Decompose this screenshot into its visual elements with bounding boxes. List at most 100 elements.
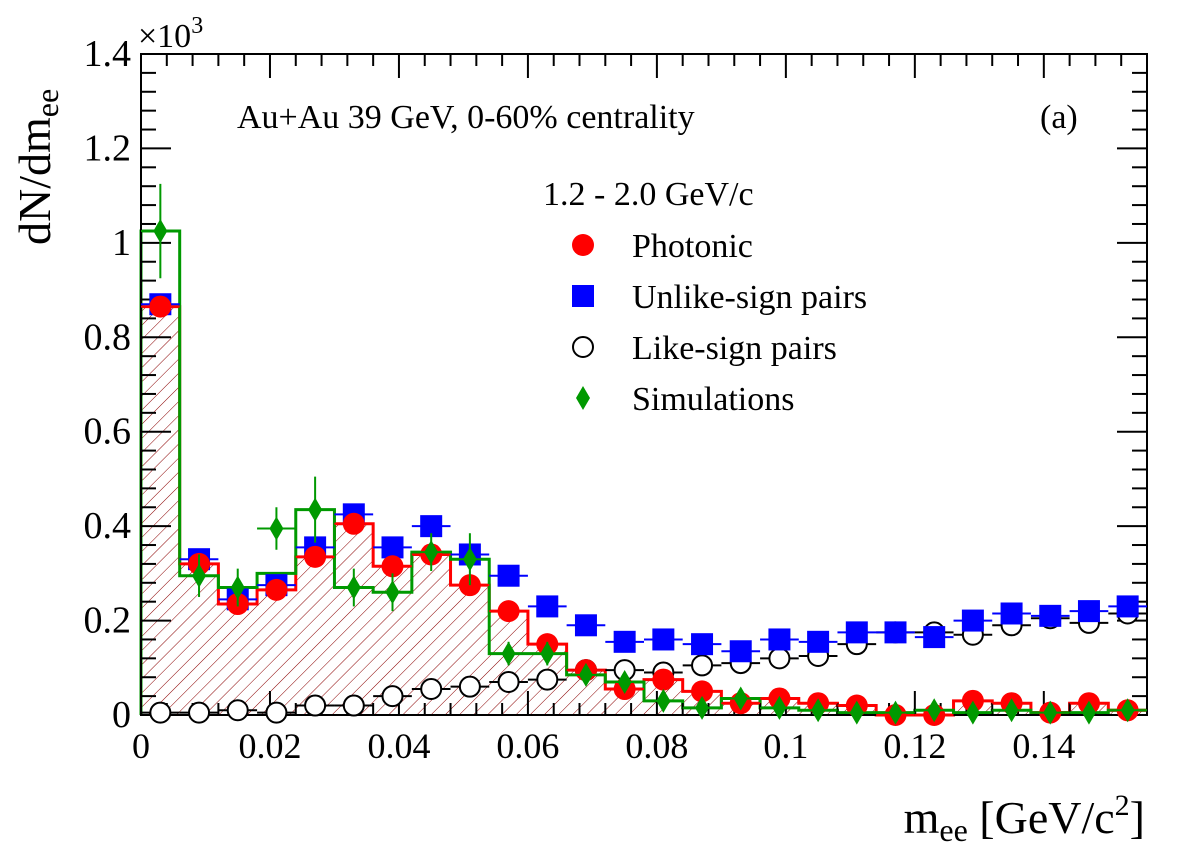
x-tick-label: 0.1 xyxy=(763,726,808,766)
unlike-sign-pairs-point xyxy=(729,640,752,663)
legend-marker-unlike-sign-pairs xyxy=(572,285,594,307)
simulations-point xyxy=(695,695,710,720)
legend-label-simulations: Simulations xyxy=(632,381,794,418)
like-sign-pairs-point xyxy=(536,668,559,691)
unlike-sign-pairs-point xyxy=(923,626,946,649)
simulations-point xyxy=(540,641,555,666)
x-tick-label: 0.12 xyxy=(883,726,946,766)
x-tick-label: 0.04 xyxy=(367,726,430,766)
like-sign-pairs-point xyxy=(691,654,714,677)
chart-title: Au+Au 39 GeV, 0-60% centrality xyxy=(237,99,695,136)
simulations-point xyxy=(656,688,671,713)
simulations-point xyxy=(1120,698,1135,723)
y-tick-label: 0.2 xyxy=(84,600,132,642)
photonic-point xyxy=(652,668,675,691)
like-sign-pairs-point xyxy=(458,675,481,698)
unlike-sign-pairs-point xyxy=(845,621,868,644)
photonic-point xyxy=(265,578,288,601)
y-multiplier: ×103 xyxy=(138,13,203,55)
unlike-sign-pairs-point xyxy=(691,633,714,656)
photonic-point xyxy=(691,680,714,703)
y-tick-label: 0 xyxy=(112,694,131,736)
legend-marker-simulations xyxy=(576,386,590,410)
unlike-sign-pairs-point xyxy=(420,515,443,538)
x-tick-label: 0 xyxy=(132,726,150,766)
like-sign-pairs-point xyxy=(381,685,404,708)
simulations-point xyxy=(772,695,787,720)
photonic-point xyxy=(381,555,404,578)
simulations-point xyxy=(1043,700,1058,725)
y-tick-label: 1 xyxy=(112,222,131,264)
photonic-step-fill xyxy=(141,306,1147,715)
simulations-point xyxy=(927,698,942,723)
legend-label-photonic: Photonic xyxy=(632,228,753,265)
x-tick-label: 0.06 xyxy=(496,726,559,766)
simulations-point xyxy=(192,563,207,588)
unlike-sign-pairs-point xyxy=(1116,595,1139,618)
unlike-sign-pairs-point xyxy=(807,630,830,653)
legend-label-like-sign-pairs: Like-sign pairs xyxy=(632,330,837,367)
unlike-sign-pairs-point xyxy=(961,609,984,632)
simulations-point xyxy=(385,580,400,605)
simulations-point xyxy=(501,641,516,666)
simulations-point xyxy=(811,698,826,723)
data-points-layer xyxy=(141,183,1147,726)
legend-marker-photonic xyxy=(572,234,594,256)
unlike-sign-pairs-point xyxy=(884,621,907,644)
like-sign-pairs-point xyxy=(497,670,520,693)
y-multiplier-exp: 3 xyxy=(191,13,203,39)
y-tick-label: 1.2 xyxy=(84,127,132,169)
x-tick-label: 0.14 xyxy=(1012,726,1075,766)
simulations-point xyxy=(230,575,245,600)
like-sign-pairs-point xyxy=(188,701,211,724)
simulations-point xyxy=(1081,700,1096,725)
like-sign-pairs-point xyxy=(768,647,791,670)
legend: 1.2 - 2.0 GeV/c Photonic Unlike-sign pair… xyxy=(543,176,867,418)
like-sign-pairs-point xyxy=(420,678,443,701)
x-tick-label: 0.02 xyxy=(238,726,301,766)
simulations-point xyxy=(888,700,903,725)
unlike-sign-pairs-point xyxy=(652,628,675,651)
unlike-sign-pairs-point xyxy=(768,628,791,651)
unlike-sign-pairs-point xyxy=(536,595,559,618)
simulations-point xyxy=(733,686,748,711)
like-sign-pairs-point xyxy=(265,701,288,724)
photonic-point xyxy=(497,600,520,623)
y-axis-label: dN/dmee xyxy=(9,89,65,245)
simulations-point xyxy=(849,700,864,725)
unlike-sign-pairs-point xyxy=(497,564,520,587)
unlike-sign-pairs-point xyxy=(1077,600,1100,623)
simulations-point xyxy=(462,547,477,572)
photonic-point xyxy=(342,512,365,535)
unlike-sign-pairs-point xyxy=(1000,602,1023,625)
y-tick-label: 1.4 xyxy=(84,33,132,75)
y-tick-label: 0.8 xyxy=(84,316,132,358)
simulations-point xyxy=(346,575,361,600)
simulations-point xyxy=(617,669,632,694)
unlike-sign-pairs-point xyxy=(1039,604,1062,627)
simulations-point xyxy=(1004,698,1019,723)
x-tick-label: 0.08 xyxy=(625,726,688,766)
panel-label: (a) xyxy=(1040,99,1078,136)
photonic-point xyxy=(149,295,172,318)
legend-label-unlike-sign-pairs: Unlike-sign pairs xyxy=(632,279,867,316)
like-sign-pairs-point xyxy=(304,694,327,717)
plot-frame xyxy=(140,53,1148,716)
simulations-point xyxy=(153,219,168,244)
simulations-point xyxy=(965,700,980,725)
legend-marker-like-sign-pairs xyxy=(572,336,594,358)
axes-layer: 0 0.02 0.04 0.06 0.08 0.1 0.12 0.14 0 0.2 0.4 0.6 0.… xyxy=(84,33,1148,766)
unlike-sign-pairs-point xyxy=(613,630,636,653)
simulations-point xyxy=(269,516,284,541)
y-tick-label: 0.6 xyxy=(84,411,132,453)
simulations-point xyxy=(308,497,323,522)
photonic-point xyxy=(304,545,327,568)
like-sign-pairs-point xyxy=(342,694,365,717)
y-tick-label: 0.4 xyxy=(84,505,132,547)
like-sign-pairs-point xyxy=(226,699,249,722)
unlike-sign-pairs-point xyxy=(381,536,404,559)
like-sign-pairs-point xyxy=(149,701,172,724)
unlike-sign-pairs-point xyxy=(574,614,597,637)
legend-title: 1.2 - 2.0 GeV/c xyxy=(543,176,754,213)
